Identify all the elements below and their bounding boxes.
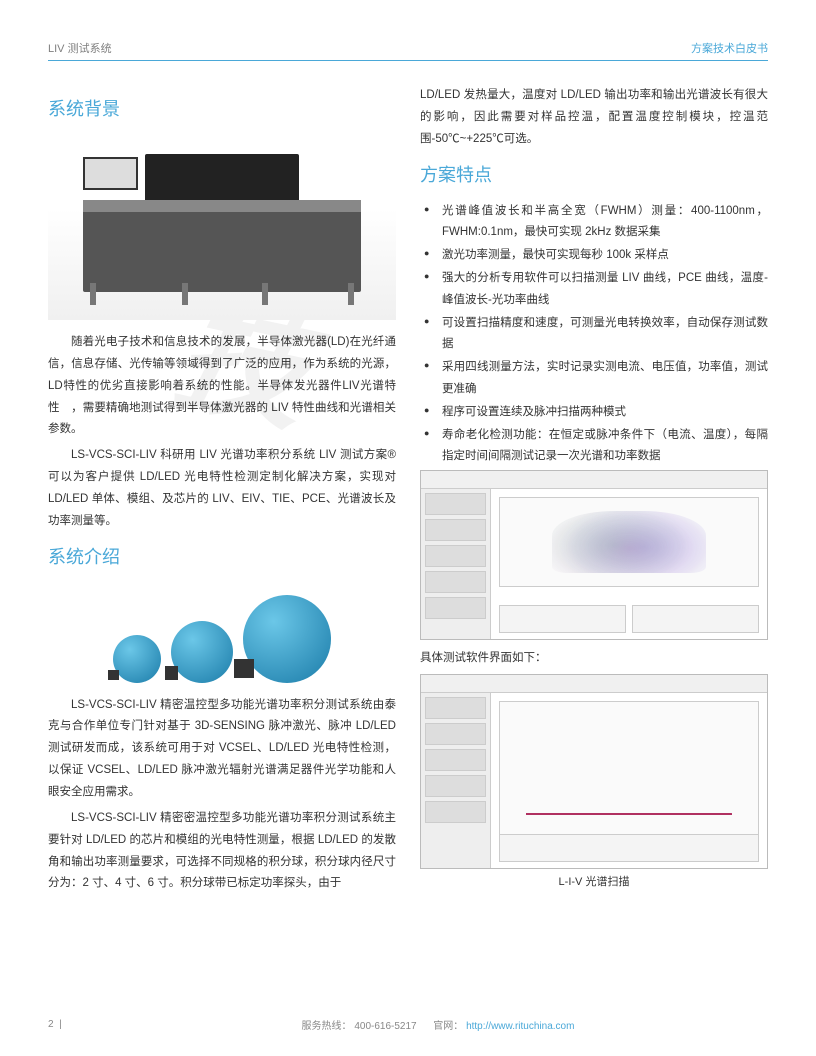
paragraph: LS-VCS-SCI-LIV 精密密温控型多功能光谱功率积分测试系统主要针对 L… xyxy=(48,808,396,895)
feature-item: 激光功率测量，最快可实现每秒 100k 采样点 xyxy=(420,245,768,266)
caption-between: 具体测试软件界面如下： xyxy=(420,648,768,670)
site-label: 官网： xyxy=(433,1021,463,1032)
hotline-number: 400-616-5217 xyxy=(354,1021,416,1032)
two-column-layout: 系统背景 随着光电子技术和信息技术的发展，半导体激光器(LD)在光纤通信，信息存… xyxy=(48,85,768,899)
paragraph: LS-VCS-SCI-LIV 科研用 LIV 光谱功率积分系统 LIV 测试方案… xyxy=(48,445,396,532)
header-right: 方案技术白皮书 xyxy=(691,40,768,56)
feature-item: 光谱峰值波长和半高全宽（FWHM）测量：400-1100nm，FWHM:0.1n… xyxy=(420,201,768,244)
footer-center: 服务热线： 400-616-5217 官网： http://www.rituch… xyxy=(108,1017,768,1032)
features-list: 光谱峰值波长和半高全宽（FWHM）测量：400-1100nm，FWHM:0.1n… xyxy=(420,201,768,468)
spheres-image xyxy=(48,583,396,683)
paragraph: LD/LED 发热量大，温度对 LD/LED 输出功率和输出光谱波长有很大的影响… xyxy=(420,85,768,151)
hotline-label: 服务热线： xyxy=(302,1021,352,1032)
section-title-intro: 系统介绍 xyxy=(48,543,396,569)
site-link[interactable]: http://www.rituchina.com xyxy=(466,1021,574,1032)
paragraph: 随着光电子技术和信息技术的发展，半导体激光器(LD)在光纤通信，信息存储、光传输… xyxy=(48,332,396,441)
software-screenshot-1 xyxy=(420,470,768,640)
right-column: LD/LED 发热量大，温度对 LD/LED 输出功率和输出光谱波长有很大的影响… xyxy=(420,85,768,899)
section-title-features: 方案特点 xyxy=(420,161,768,187)
feature-item: 寿命老化检测功能：在恒定或脉冲条件下（电流、温度），每隔指定时间间隔测试记录一次… xyxy=(420,425,768,468)
page-number: 2 | xyxy=(48,1019,108,1030)
feature-item: 可设置扫描精度和速度，可测量光电转换效率，自动保存测试数据 xyxy=(420,313,768,356)
feature-item: 采用四线测量方法，实时记录实测电流、电压值，功率值，测试更准确 xyxy=(420,357,768,400)
page: LIV 测试系统 方案技术白皮书 系统背景 随着光电子技术和信息技术的发展，半导… xyxy=(0,0,816,959)
caption-bottom: L-I-V 光谱扫描 xyxy=(420,873,768,889)
feature-item: 强大的分析专用软件可以扫描测量 LIV 曲线，PCE 曲线，温度-峰值波长-光功… xyxy=(420,268,768,311)
workstation-image xyxy=(48,135,396,320)
section-title-background: 系统背景 xyxy=(48,95,396,121)
feature-item: 程序可设置连续及脉冲扫描两种模式 xyxy=(420,402,768,423)
header-left: LIV 测试系统 xyxy=(48,40,112,56)
footer: 2 | 服务热线： 400-616-5217 官网： http://www.ri… xyxy=(48,1017,768,1032)
left-column: 系统背景 随着光电子技术和信息技术的发展，半导体激光器(LD)在光纤通信，信息存… xyxy=(48,85,396,899)
software-screenshot-2 xyxy=(420,674,768,869)
paragraph: LS-VCS-SCI-LIV 精密温控型多功能光谱功率积分测试系统由泰克与合作单… xyxy=(48,695,396,804)
header-bar: LIV 测试系统 方案技术白皮书 xyxy=(48,40,768,61)
